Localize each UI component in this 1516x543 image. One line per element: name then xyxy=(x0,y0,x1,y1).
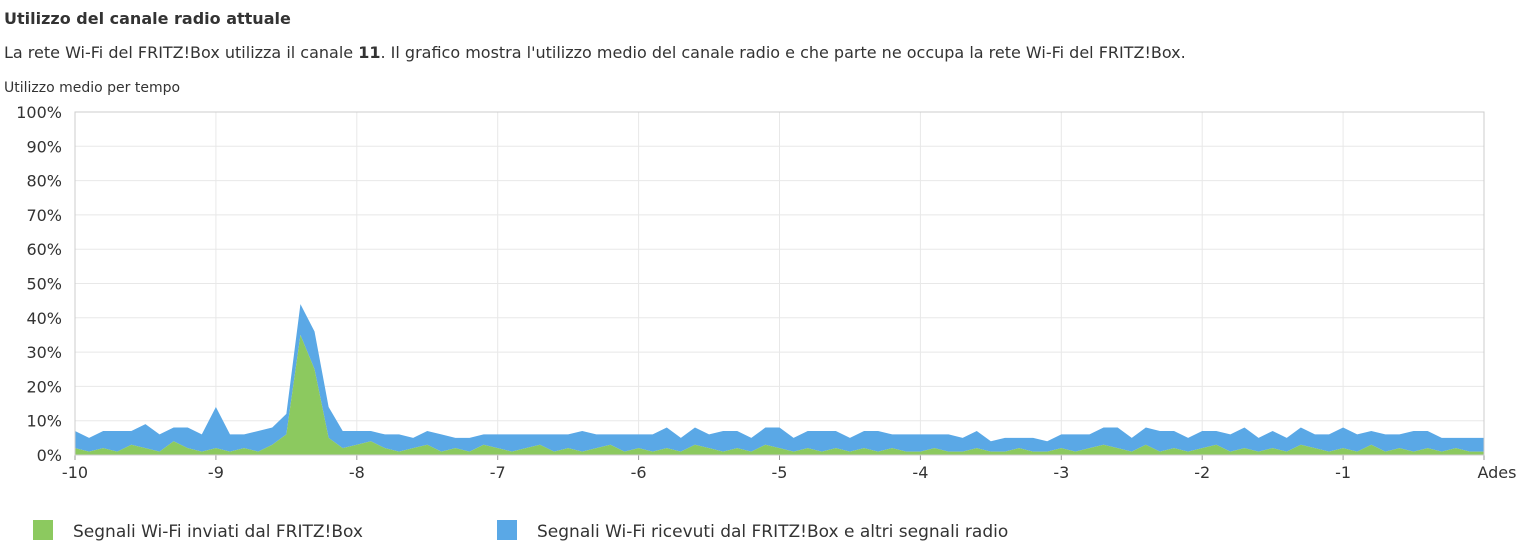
y-tick-label: 30% xyxy=(26,343,62,362)
area xyxy=(75,304,1484,452)
description: La rete Wi-Fi del FRITZ!Box utilizza il … xyxy=(4,43,1186,62)
x-tick-label: -7 xyxy=(490,463,506,482)
plot-border xyxy=(74,111,1485,456)
x-tick-label: -10 xyxy=(62,463,88,482)
legend-swatch xyxy=(497,520,517,540)
x-tick-label: -9 xyxy=(208,463,224,482)
channel: 11 xyxy=(358,43,380,62)
x-tick-label: -3 xyxy=(1053,463,1069,482)
x-tick-label: -1 xyxy=(1335,463,1351,482)
x-tick-label: -6 xyxy=(631,463,647,482)
y-tick-label: 90% xyxy=(26,137,62,156)
x-tick-label: -2 xyxy=(1194,463,1210,482)
y-tick-label: 80% xyxy=(26,172,62,191)
legend-swatch xyxy=(33,520,53,540)
description-text: La rete Wi-Fi del FRITZ!Box utilizza il … xyxy=(4,43,358,62)
legend-label: Segnali Wi-Fi inviati dal FRITZ!Box xyxy=(73,522,363,542)
description-text: . Il grafico mostra l'utilizzo medio del… xyxy=(380,43,1185,62)
y-tick-label: 70% xyxy=(26,206,62,225)
y-tick-label: 100% xyxy=(16,103,62,122)
y-axis-label: Utilizzo medio per tempo xyxy=(4,80,180,96)
y-tick-label: 50% xyxy=(26,275,62,294)
y-tick-label: 40% xyxy=(26,309,62,328)
y-tick-label: 0% xyxy=(37,446,62,465)
x-tick-label: -8 xyxy=(349,463,365,482)
x-tick-label: -4 xyxy=(912,463,928,482)
legend-label: Segnali Wi-Fi ricevuti dal FRITZ!Box e a… xyxy=(537,522,1008,542)
y-tick-label: 60% xyxy=(26,240,62,259)
x-tick-label: -5 xyxy=(772,463,788,482)
y-tick-label: 10% xyxy=(26,412,62,431)
x-tick-label: Adesso xyxy=(1477,463,1516,482)
title: Utilizzo del canale radio attuale xyxy=(4,9,291,28)
y-tick-label: 20% xyxy=(26,377,62,396)
